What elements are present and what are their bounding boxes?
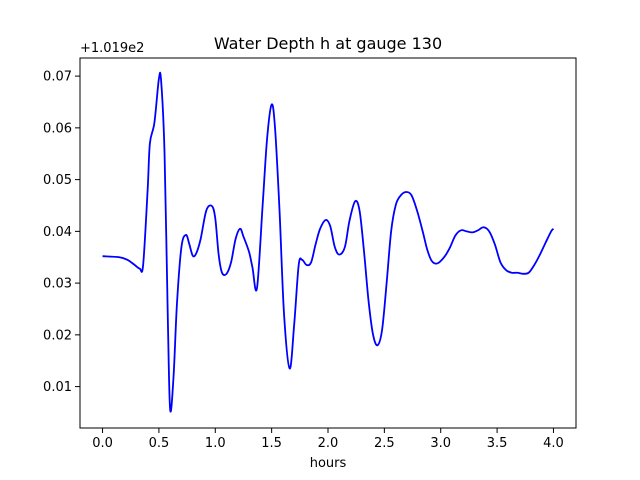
x-tick-label: 1.0 <box>205 436 226 451</box>
x-tick-label: 2.5 <box>374 436 395 451</box>
y-axis-ticks: 0.01 0.02 0.03 0.04 0.05 0.06 0.07 <box>43 70 80 395</box>
y-axis-offset-label: +1.019e2 <box>80 41 144 56</box>
plot-frame <box>79 57 577 429</box>
y-tick-label: 0.03 <box>43 277 72 292</box>
x-tick-label: 1.5 <box>261 436 282 451</box>
x-axis-label: hours <box>310 456 347 471</box>
x-tick-label: 3.0 <box>430 436 451 451</box>
x-tick-label: 0.5 <box>149 436 170 451</box>
y-tick-label: 0.01 <box>43 380 72 395</box>
y-tick-label: 0.04 <box>43 225 72 240</box>
x-tick-label: 0.0 <box>92 436 113 451</box>
y-tick-label: 0.07 <box>43 70 72 85</box>
x-tick-label: 2.0 <box>318 436 339 451</box>
chart-title: Water Depth h at gauge 130 <box>214 34 442 53</box>
x-axis-ticks: 0.0 0.5 1.0 1.5 2.0 2.5 3.0 3.5 4.0 <box>92 428 564 451</box>
series-line <box>102 71 555 413</box>
x-tick-label: 4.0 <box>543 436 564 451</box>
y-tick-label: 0.05 <box>43 173 72 188</box>
y-tick-label: 0.02 <box>43 328 72 343</box>
x-tick-label: 3.5 <box>487 436 508 451</box>
y-tick-label: 0.06 <box>43 121 72 136</box>
